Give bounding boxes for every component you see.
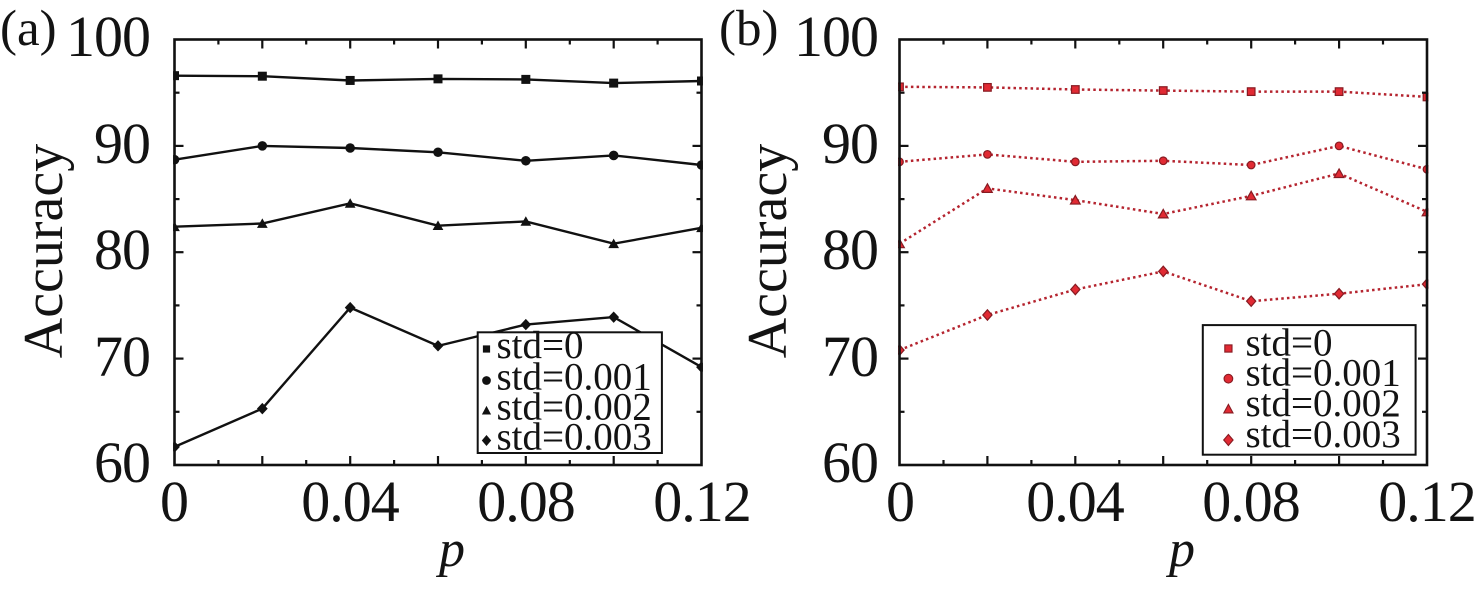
svg-text:std=0.002: std=0.002 [497,386,652,429]
svg-text:0.08: 0.08 [1202,469,1300,534]
svg-text:0.08: 0.08 [477,469,575,534]
svg-text:80: 80 [822,217,878,282]
svg-text:p: p [1165,521,1195,578]
svg-text:std=0: std=0 [497,324,584,367]
svg-text:0.12: 0.12 [1378,469,1476,534]
svg-text:std=0.002: std=0.002 [1246,382,1401,425]
svg-text:Accuracy: Accuracy [737,144,799,359]
svg-text:(b): (b) [719,1,778,57]
svg-text:0: 0 [160,469,188,534]
svg-text:std=0.001: std=0.001 [497,356,652,399]
svg-text:Accuracy: Accuracy [13,144,75,359]
svg-text:100: 100 [794,4,878,69]
svg-text:(a): (a) [0,1,57,57]
svg-text:70: 70 [94,324,150,389]
svg-text:0: 0 [886,469,914,534]
svg-text:std=0.003: std=0.003 [497,416,652,459]
svg-text:std=0.003: std=0.003 [1246,413,1401,456]
svg-text:90: 90 [94,111,150,176]
svg-text:std=0: std=0 [1246,322,1333,365]
svg-text:0.12: 0.12 [653,469,751,534]
svg-text:100: 100 [66,4,150,69]
svg-text:60: 60 [94,430,150,495]
svg-text:70: 70 [822,324,878,389]
svg-text:60: 60 [822,430,878,495]
svg-text:90: 90 [822,111,878,176]
svg-text:std=0.001: std=0.001 [1246,352,1401,395]
svg-text:80: 80 [94,217,150,282]
svg-text:0.04: 0.04 [1026,469,1125,534]
svg-text:0.04: 0.04 [301,469,400,534]
svg-text:p: p [435,521,465,578]
